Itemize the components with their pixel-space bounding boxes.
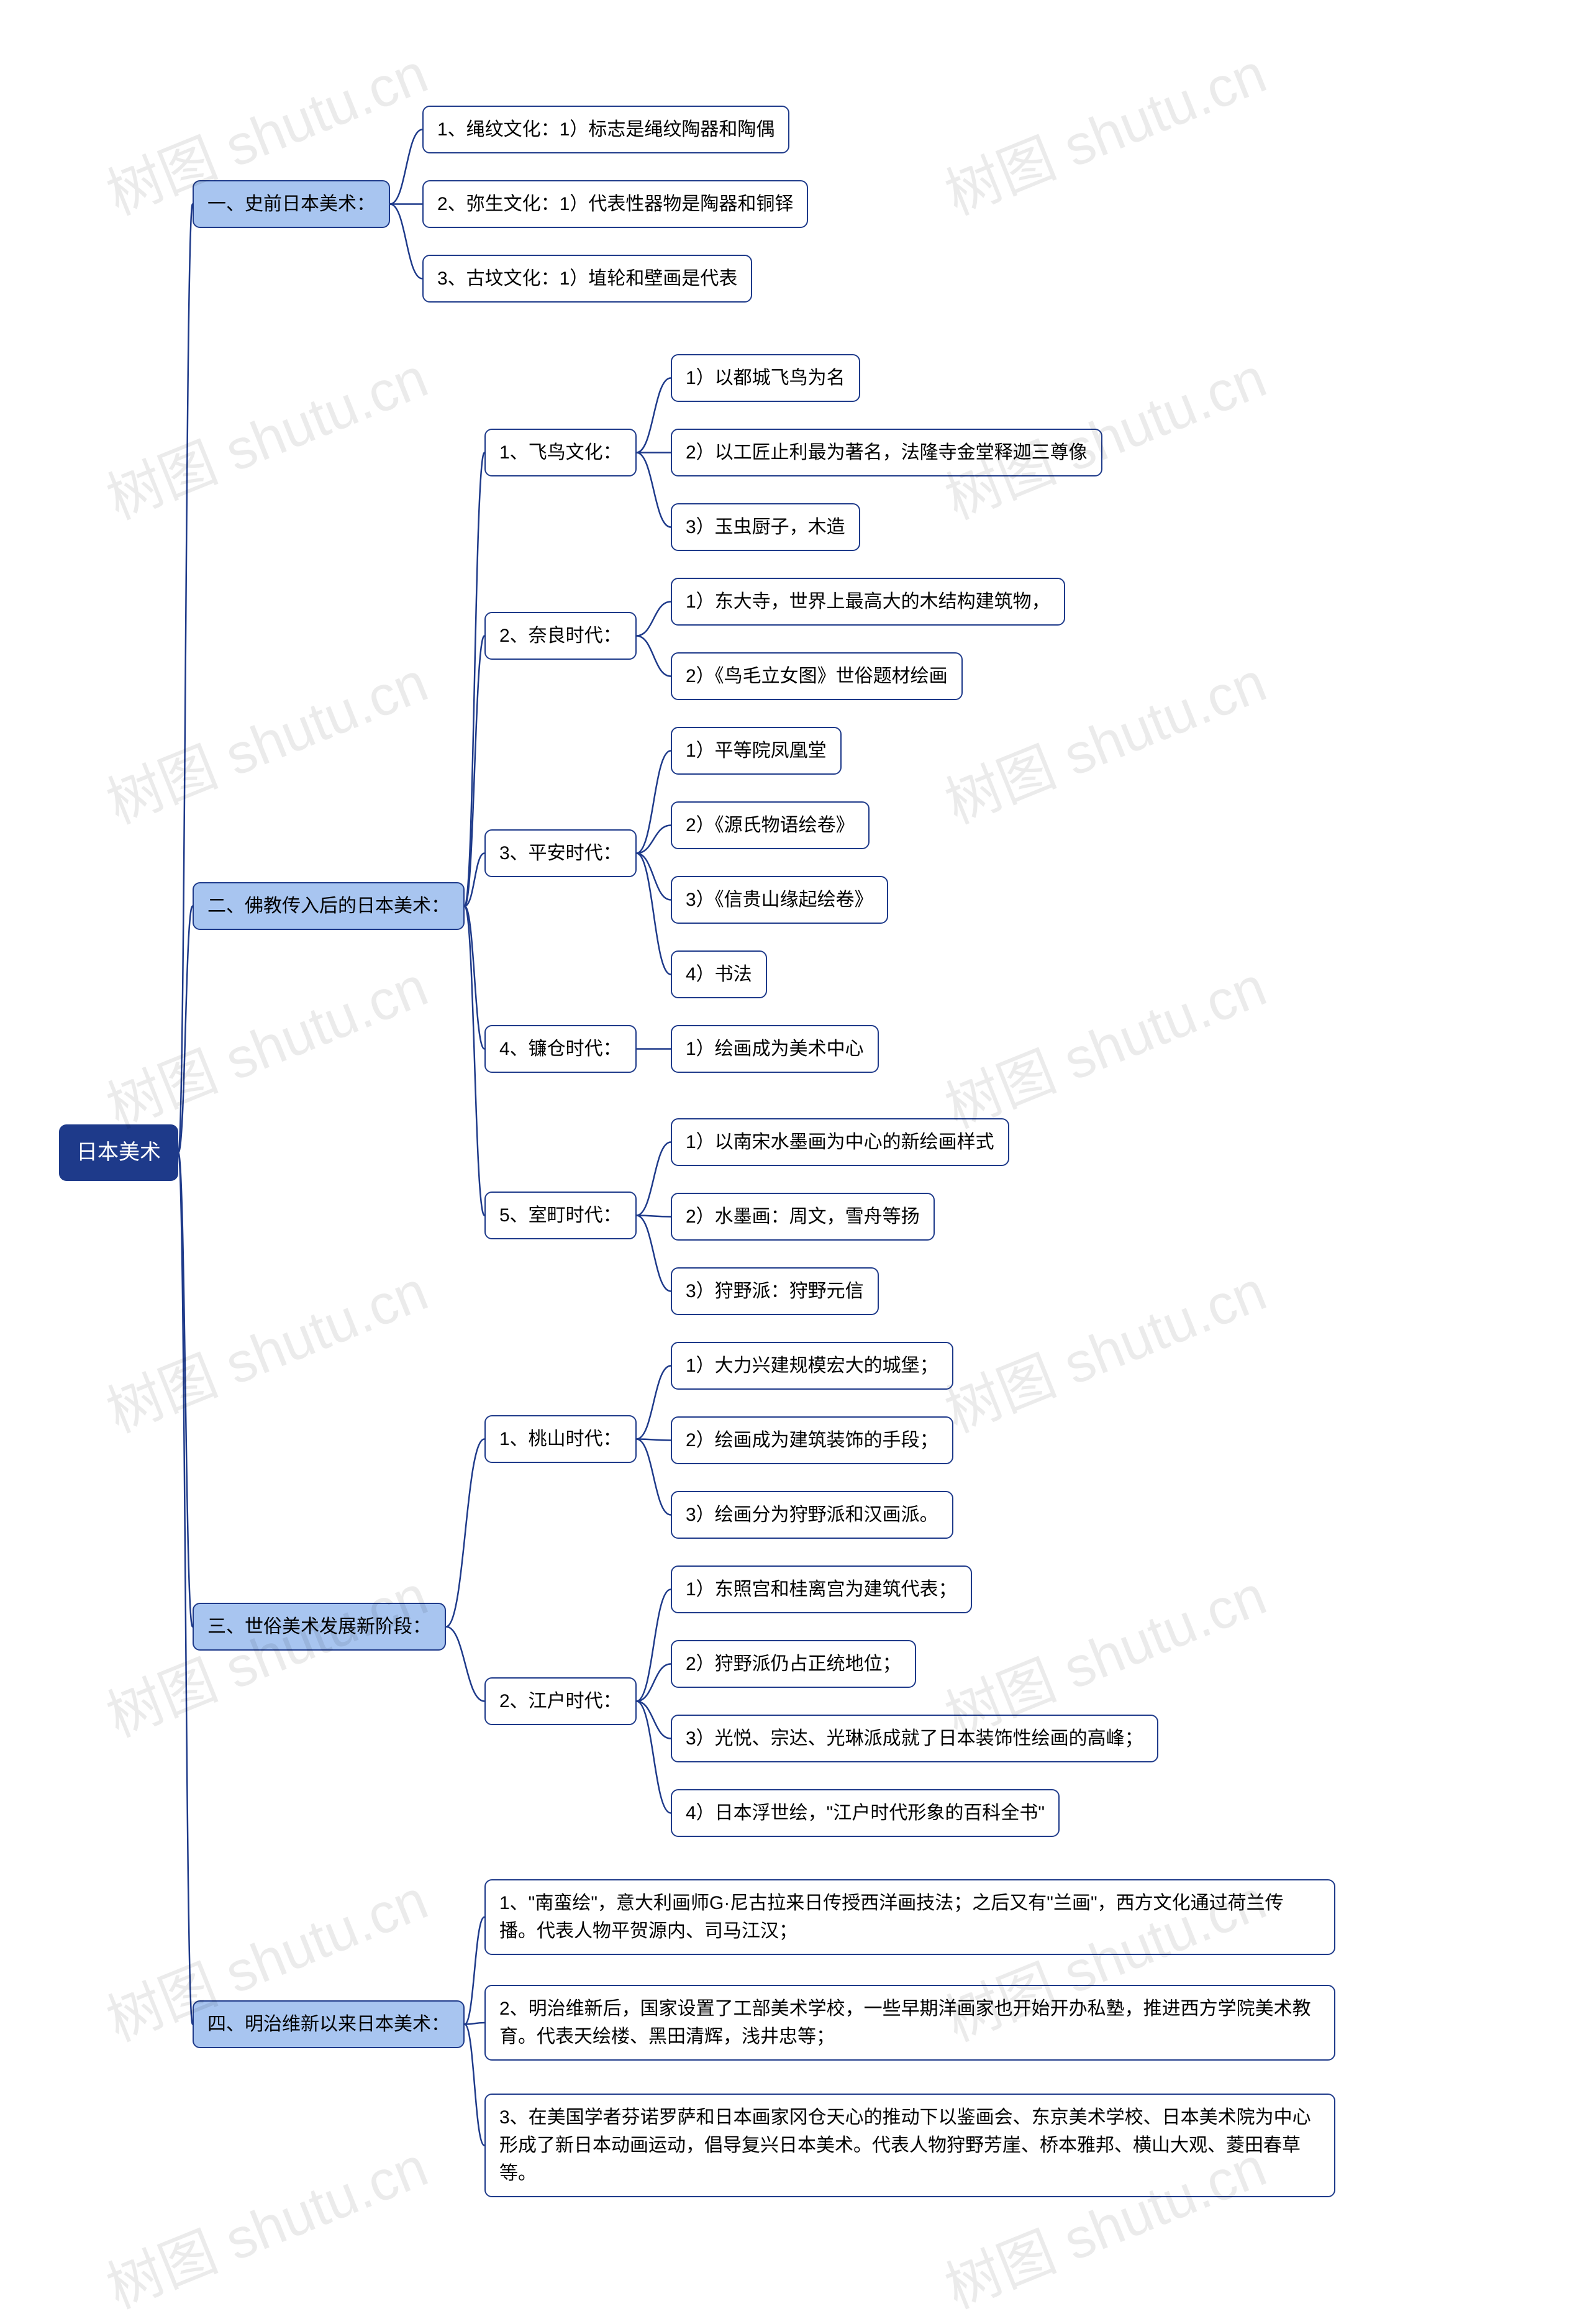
branch-3-sub-2-item-4: 4）日本浮世绘，"江户时代形象的百科全书"	[671, 1789, 1060, 1837]
branch-2-sub-2: 2、奈良时代：	[484, 612, 637, 660]
branch-2-sub-3-item-1: 1）平等院凤凰堂	[671, 727, 842, 775]
branch-2-sub-1: 1、飞鸟文化：	[484, 429, 637, 476]
branch-1-item-2: 2、弥生文化：1）代表性器物是陶器和铜铎	[422, 180, 808, 228]
watermark: 树图 shutu.cn	[93, 2122, 437, 2324]
branch-2-sub-5-item-2: 2）水墨画：周文，雪舟等扬	[671, 1193, 935, 1241]
branch-3-sub-1-item-2: 2）绘画成为建筑装饰的手段；	[671, 1416, 953, 1464]
branch-2-sub-3: 3、平安时代：	[484, 829, 637, 877]
branch-4: 四、明治维新以来日本美术：	[193, 2000, 465, 2048]
branch-2-sub-3-item-2: 2）《源氏物语绘卷》	[671, 801, 870, 849]
watermark: 树图 shutu.cn	[932, 1246, 1276, 1448]
branch-2-sub-3-item-4: 4）书法	[671, 950, 767, 998]
branch-3-sub-2-item-1: 1）东照宫和桂离宫为建筑代表；	[671, 1565, 972, 1613]
branch-1-item-1: 1、绳纹文化：1）标志是绳纹陶器和陶偶	[422, 106, 789, 153]
branch-3-sub-2: 2、江户时代：	[484, 1677, 637, 1725]
branch-2-sub-4-item-1: 1）绘画成为美术中心	[671, 1025, 879, 1073]
branch-2-sub-5-item-3: 3）狩野派：狩野元信	[671, 1267, 879, 1315]
branch-1: 一、史前日本美术：	[193, 180, 390, 228]
mindmap-canvas: 日本美术 一、史前日本美术： 1、绳纹文化：1）标志是绳纹陶器和陶偶 2、弥生文…	[0, 0, 1590, 2272]
branch-2-sub-2-item-2: 2）《鸟毛立女图》世俗题材绘画	[671, 652, 963, 700]
branch-1-item-3: 3、古坟文化：1）埴轮和壁画是代表	[422, 255, 752, 303]
watermark: 树图 shutu.cn	[93, 1246, 437, 1448]
branch-3-sub-2-item-2: 2）狩野派仍占正统地位；	[671, 1640, 916, 1688]
branch-2-sub-3-item-3: 3）《信贵山缘起绘卷》	[671, 876, 888, 924]
branch-4-item-3: 3、在美国学者芬诺罗萨和日本画家冈仓天心的推动下以鉴画会、东京美术学校、日本美术…	[484, 2094, 1335, 2197]
watermark: 树图 shutu.cn	[932, 637, 1276, 839]
branch-3-sub-1-item-1: 1）大力兴建规模宏大的城堡；	[671, 1342, 953, 1390]
branch-2-sub-1-item-3: 3）玉虫厨子，木造	[671, 503, 860, 551]
watermark: 树图 shutu.cn	[932, 29, 1276, 230]
branch-2-sub-2-item-1: 1）东大寺，世界上最高大的木结构建筑物，	[671, 578, 1065, 626]
branch-4-item-1: 1、"南蛮绘"，意大利画师G·尼古拉来日传授西洋画技法；之后又有"兰画"，西方文…	[484, 1879, 1335, 1955]
branch-2: 二、佛教传入后的日本美术：	[193, 882, 465, 930]
branch-3-sub-2-item-3: 3）光悦、宗达、光琳派成就了日本装饰性绘画的高峰；	[671, 1715, 1158, 1762]
branch-3: 三、世俗美术发展新阶段：	[193, 1603, 446, 1651]
watermark: 树图 shutu.cn	[932, 942, 1276, 1144]
branch-2-sub-5-item-1: 1）以南宋水墨画为中心的新绘画样式	[671, 1118, 1009, 1166]
watermark: 树图 shutu.cn	[93, 1551, 437, 1752]
branch-4-item-2: 2、明治维新后，国家设置了工部美术学校，一些早期洋画家也开始开办私塾，推进西方学…	[484, 1985, 1335, 2061]
watermark: 树图 shutu.cn	[93, 942, 437, 1144]
branch-3-sub-1: 1、桃山时代：	[484, 1415, 637, 1463]
branch-2-sub-4: 4、镰仓时代：	[484, 1025, 637, 1073]
branch-2-sub-5: 5、室町时代：	[484, 1192, 637, 1239]
watermark: 树图 shutu.cn	[93, 333, 437, 535]
root-node: 日本美术	[59, 1124, 178, 1181]
branch-3-sub-1-item-3: 3）绘画分为狩野派和汉画派。	[671, 1491, 953, 1539]
branch-2-sub-1-item-2: 2）以工匠止利最为著名，法隆寺金堂释迦三尊像	[671, 429, 1102, 476]
branch-2-sub-1-item-1: 1）以都城飞鸟为名	[671, 354, 860, 402]
watermark: 树图 shutu.cn	[93, 637, 437, 839]
